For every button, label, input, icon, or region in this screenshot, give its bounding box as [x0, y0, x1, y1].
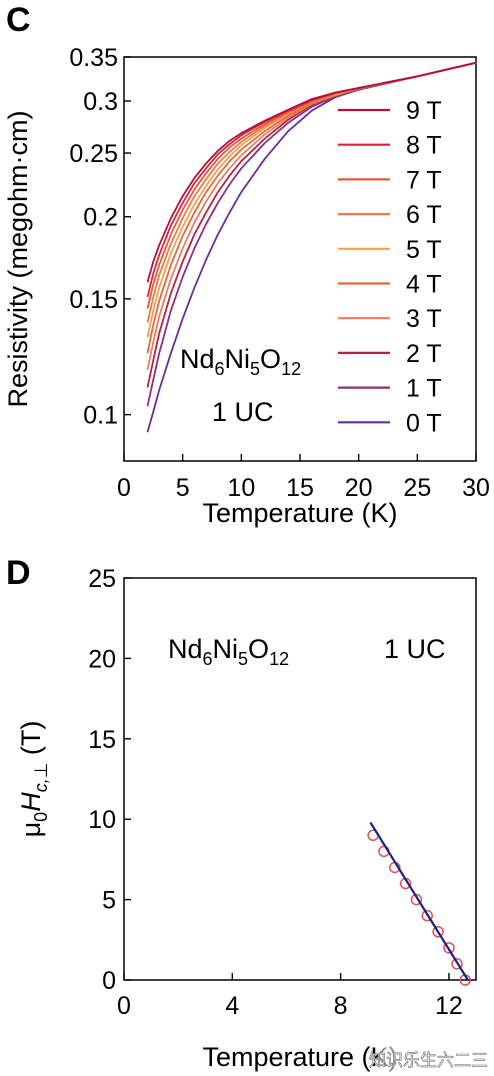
c-curve-9T: [146, 61, 477, 283]
formula-part-0: Nd: [168, 634, 203, 664]
panel-d-thickness: 1 UC: [384, 634, 446, 664]
c-xtick-label-2: 10: [227, 474, 255, 502]
formula-part-2: Ni: [225, 344, 251, 374]
c-legend-label-4T: 4 T: [406, 271, 442, 299]
d-ytick-label-4: 20: [88, 645, 116, 673]
d-xtick-label-2: 8: [334, 992, 348, 1020]
d-xtick-label-0: 0: [117, 992, 131, 1020]
d-ylabel-mu: μ: [16, 822, 46, 838]
d-point-8: [451, 958, 463, 970]
c-xtick-label-3: 15: [286, 474, 314, 502]
d-xtick-label-1: 4: [225, 992, 239, 1020]
panel-d-ylabel: μ0Hc,⊥ (T): [16, 721, 51, 838]
panel-d-x-ticks: 0 4 8 12: [117, 973, 463, 1020]
watermark-backdrop: [378, 1044, 494, 1074]
c-legend-label-0T: 0 T: [406, 409, 442, 437]
panel-c-thickness: 1 UC: [212, 397, 274, 427]
c-legend-label-2T: 2 T: [406, 340, 442, 368]
c-ytick-label-1: 0.15: [69, 286, 118, 314]
d-ylabel-h: H: [16, 792, 46, 812]
c-legend-label-5T: 5 T: [406, 236, 442, 264]
d-point-6: [432, 926, 444, 938]
d-ytick-label-5: 25: [88, 565, 116, 593]
formula-part-0: Nd: [180, 344, 215, 374]
formula-sub-1: 6: [203, 649, 213, 669]
panel-d-points: [367, 829, 471, 986]
panel-c-legend: 9 T 8 T 7 T 6 T 5 T 4 T 3 T 2 T 1 T 0 T: [338, 97, 442, 437]
panel-c-curves: [146, 61, 477, 433]
panel-d-frame: [123, 577, 477, 981]
panel-c-label: C: [6, 1, 31, 39]
watermark: 知识乐生六二三: [369, 1051, 488, 1070]
panel-c-x-ticks: 0 5 10 15 20 25 30: [117, 454, 490, 502]
d-ylabel-mu-sub: 0: [31, 812, 51, 822]
d-ylabel-unit: (T): [16, 721, 46, 763]
d-ytick-label-3: 15: [88, 726, 116, 754]
c-ytick-label-4: 0.3: [83, 88, 118, 116]
c-ytick-label-2: 0.2: [83, 204, 118, 232]
d-point-7: [443, 942, 455, 954]
c-legend-label-7T: 7 T: [406, 166, 442, 194]
panel-c: C 0 5 10 15 20 25 30 0.1 0.15 0.2 0.25 0.3 0.35 9 T…: [3, 1, 490, 528]
c-legend-label-9T: 9 T: [406, 97, 442, 125]
d-xtick-label-3: 12: [435, 992, 463, 1020]
c-legend-label-8T: 8 T: [406, 132, 442, 160]
panel-c-y-ticks: 0.1 0.15 0.2 0.25 0.3 0.35: [69, 44, 131, 430]
panel-c-ylabel: Resistivity (megohm·cm): [3, 110, 33, 407]
d-fit-line-segment: [369, 821, 469, 981]
formula-sub-5: 12: [269, 649, 289, 669]
panel-d-y-ticks: 0 5 10 15 20 25: [88, 565, 131, 995]
formula-part-2: Ni: [213, 634, 239, 664]
panel-c-xlabel: Temperature (K): [202, 498, 397, 528]
c-ytick-label-0: 0.1: [83, 402, 118, 430]
c-xtick-label-4: 20: [345, 474, 373, 502]
c-ytick-label-5: 0.35: [69, 44, 118, 72]
c-xtick-label-0: 0: [117, 474, 131, 502]
formula-part-4: O: [260, 344, 281, 374]
c-legend-label-1T: 1 T: [406, 375, 442, 403]
formula-sub-1: 6: [215, 359, 225, 379]
d-ytick-label-2: 10: [88, 806, 116, 834]
c-ytick-label-3: 0.25: [69, 140, 118, 168]
panel-d-fit-line: [369, 821, 469, 981]
c-legend-label-3T: 3 T: [406, 305, 442, 333]
c-xtick-label-5: 25: [403, 474, 431, 502]
panel-d-label: D: [6, 554, 31, 592]
d-ytick-label-1: 5: [102, 887, 116, 915]
c-xtick-label-1: 5: [176, 474, 190, 502]
formula-sub-3: 5: [250, 359, 260, 379]
panel-d-formula: Nd6Ni5O12: [168, 634, 289, 669]
panel-d-xlabel: Temperature (K): [202, 1042, 397, 1072]
d-point-4: [410, 893, 423, 906]
d-ylabel-h-sub: c,⊥: [31, 763, 51, 793]
formula-sub-5: 12: [281, 359, 301, 379]
panel-c-formula: Nd6Ni5O12: [180, 344, 301, 379]
d-point-5: [421, 909, 434, 922]
d-ytick-label-0: 0: [102, 967, 116, 995]
formula-part-4: O: [248, 634, 269, 664]
c-xtick-label-6: 30: [462, 474, 490, 502]
c-legend-label-6T: 6 T: [406, 201, 442, 229]
formula-sub-3: 5: [238, 649, 248, 669]
